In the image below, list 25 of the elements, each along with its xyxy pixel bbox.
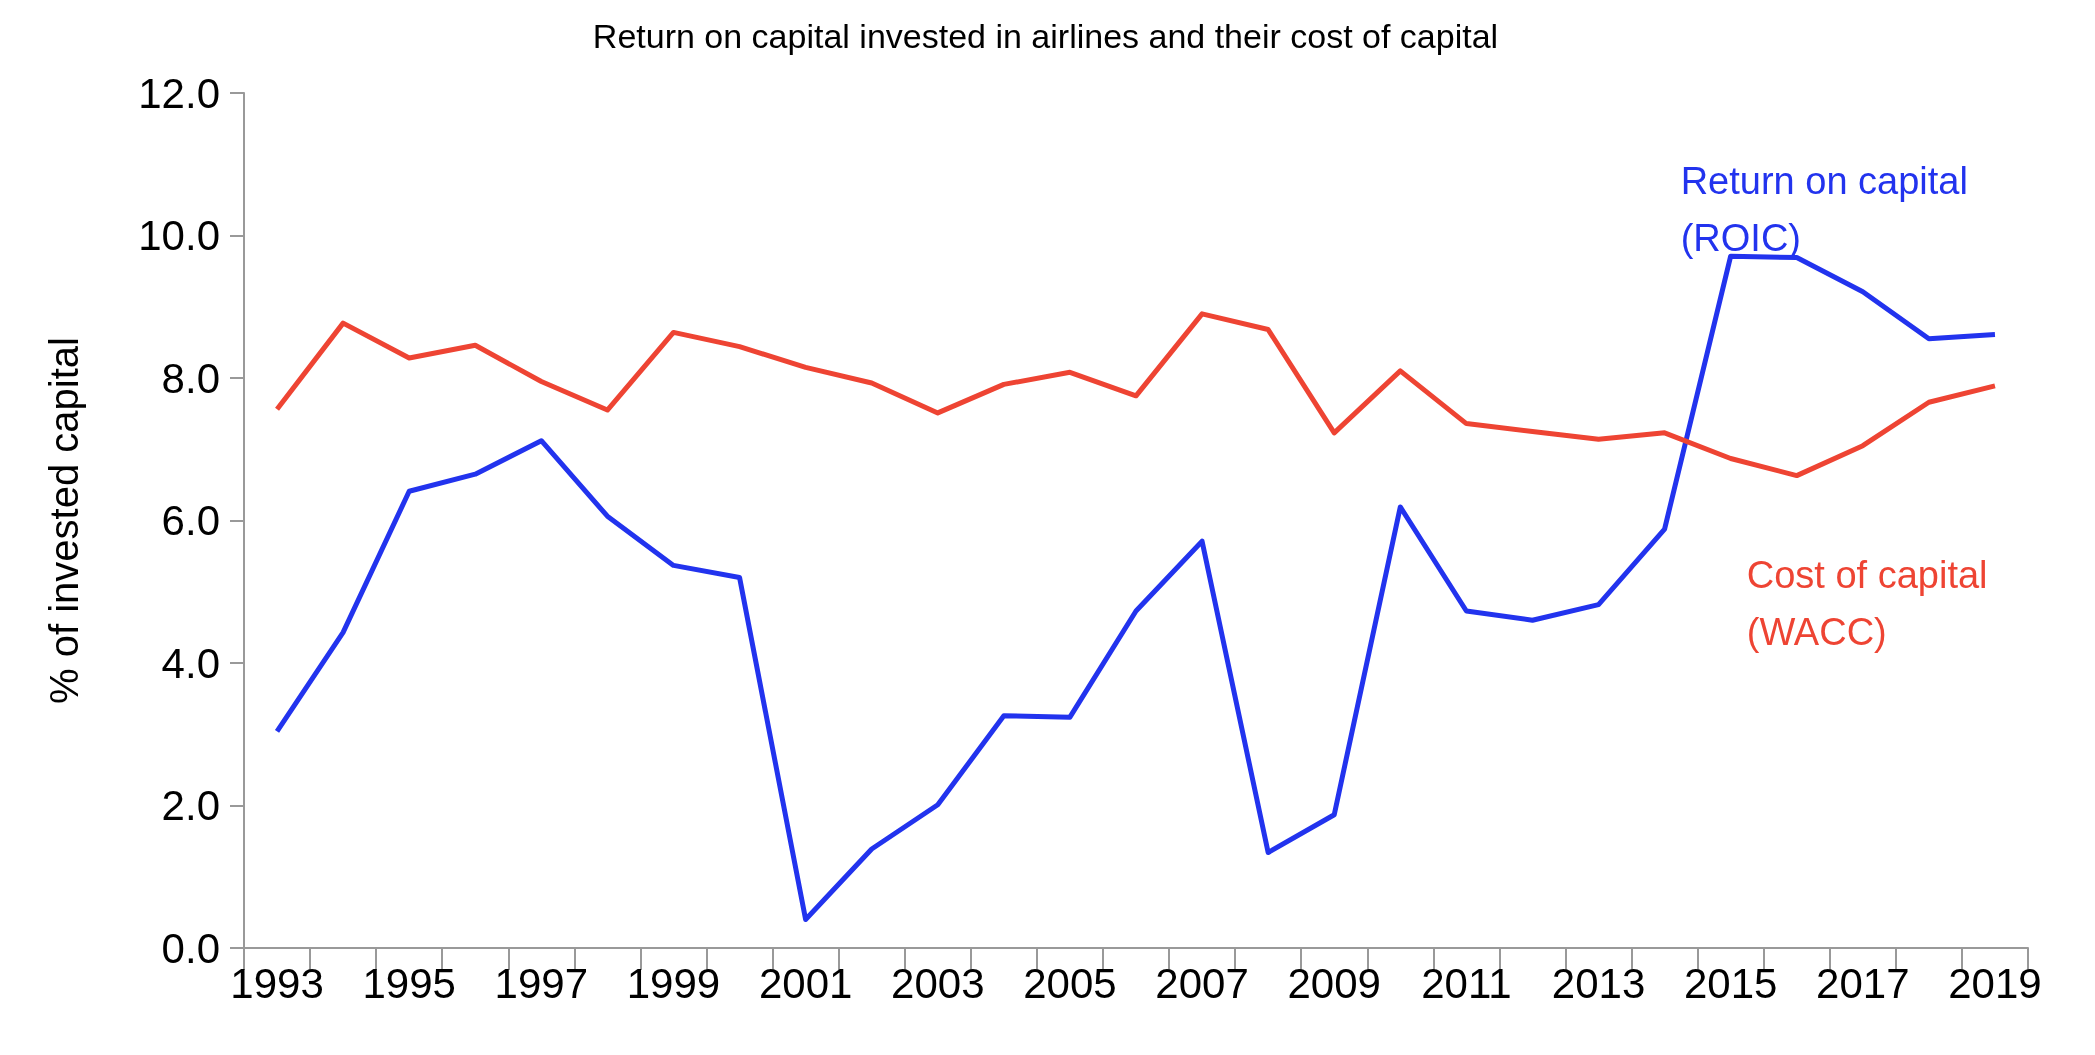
y-tick-label: 2.0 <box>161 782 220 829</box>
y-tick-label: 8.0 <box>161 354 220 402</box>
y-tick-label: 6.0 <box>161 497 220 544</box>
y-axis-title: % of invested capital <box>42 337 86 704</box>
x-tick-label: 2017 <box>1816 959 1910 1007</box>
y-tick-label: 12.0 <box>138 69 220 117</box>
y-tick-label: 10.0 <box>138 212 220 259</box>
x-tick-label: 2003 <box>891 959 985 1007</box>
x-tick-label: 1995 <box>362 959 456 1007</box>
x-tick-label: 2015 <box>1683 959 1778 1007</box>
y-tick-label: 0.0 <box>161 924 220 972</box>
x-tick-label: 1997 <box>494 959 589 1007</box>
text: Cost of capital (WACC) <box>1746 553 1999 653</box>
x-tick-label: 2001 <box>758 959 853 1007</box>
x-tick-label: 1993 <box>230 959 324 1007</box>
x-tick-label: 2005 <box>1023 959 1117 1007</box>
x-tick-label: 2013 <box>1551 959 1646 1007</box>
x-tick-label: 2007 <box>1155 959 1249 1007</box>
series-label: Return on capital (ROIC) <box>1680 160 1979 260</box>
x-tick-label: 2019 <box>1948 959 2042 1007</box>
x-tick-label: 2009 <box>1287 959 1381 1007</box>
x-tick-label: 2011 <box>1421 959 1512 1007</box>
chart-title: Return on capital invested in airlines and their cost of capital <box>592 17 1499 55</box>
y-tick-label: 4.0 <box>161 639 220 687</box>
x-tick-label: 1999 <box>626 959 721 1007</box>
